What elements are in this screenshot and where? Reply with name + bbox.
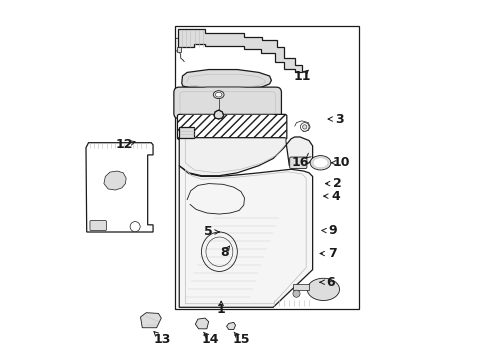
Polygon shape [226, 322, 235, 329]
Text: 3: 3 [335, 113, 343, 126]
Polygon shape [140, 313, 161, 328]
Ellipse shape [306, 278, 339, 301]
Text: 1: 1 [216, 303, 225, 316]
Ellipse shape [213, 91, 224, 99]
Circle shape [130, 222, 140, 231]
FancyBboxPatch shape [177, 114, 286, 139]
Text: 15: 15 [232, 333, 249, 346]
Polygon shape [178, 30, 301, 72]
Text: 7: 7 [327, 247, 336, 260]
Ellipse shape [312, 158, 327, 168]
Text: 2: 2 [333, 177, 342, 190]
Text: 13: 13 [153, 333, 170, 346]
Text: 9: 9 [327, 224, 336, 238]
Bar [174, 26, 359, 309]
Text: 6: 6 [325, 276, 334, 289]
Text: 16: 16 [291, 156, 308, 169]
Polygon shape [182, 69, 271, 90]
Text: 8: 8 [220, 246, 228, 259]
Polygon shape [179, 127, 194, 138]
Text: 12: 12 [115, 138, 133, 151]
Polygon shape [214, 110, 223, 119]
Circle shape [302, 125, 306, 129]
Circle shape [300, 123, 308, 131]
FancyBboxPatch shape [90, 221, 106, 230]
Polygon shape [179, 137, 312, 176]
Text: 4: 4 [331, 190, 340, 203]
Text: 5: 5 [204, 225, 213, 238]
Ellipse shape [309, 156, 330, 170]
FancyBboxPatch shape [174, 87, 281, 119]
Text: 14: 14 [201, 333, 219, 346]
Ellipse shape [215, 92, 222, 97]
Text: 10: 10 [332, 156, 349, 169]
Polygon shape [104, 171, 126, 190]
Text: 11: 11 [292, 69, 310, 82]
Bar [177, 46, 180, 52]
Polygon shape [86, 143, 153, 232]
Circle shape [292, 290, 300, 297]
FancyBboxPatch shape [289, 157, 306, 168]
Bar [293, 284, 309, 291]
Polygon shape [179, 166, 312, 307]
Polygon shape [195, 318, 208, 329]
